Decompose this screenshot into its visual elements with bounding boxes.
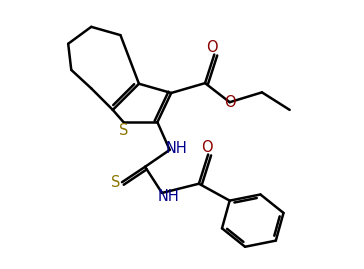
Text: NH: NH bbox=[158, 189, 180, 204]
Text: O: O bbox=[206, 40, 218, 55]
Text: O: O bbox=[224, 95, 236, 110]
Text: S: S bbox=[111, 175, 120, 190]
Text: S: S bbox=[119, 123, 128, 138]
Text: NH: NH bbox=[166, 141, 187, 156]
Text: O: O bbox=[201, 140, 213, 155]
